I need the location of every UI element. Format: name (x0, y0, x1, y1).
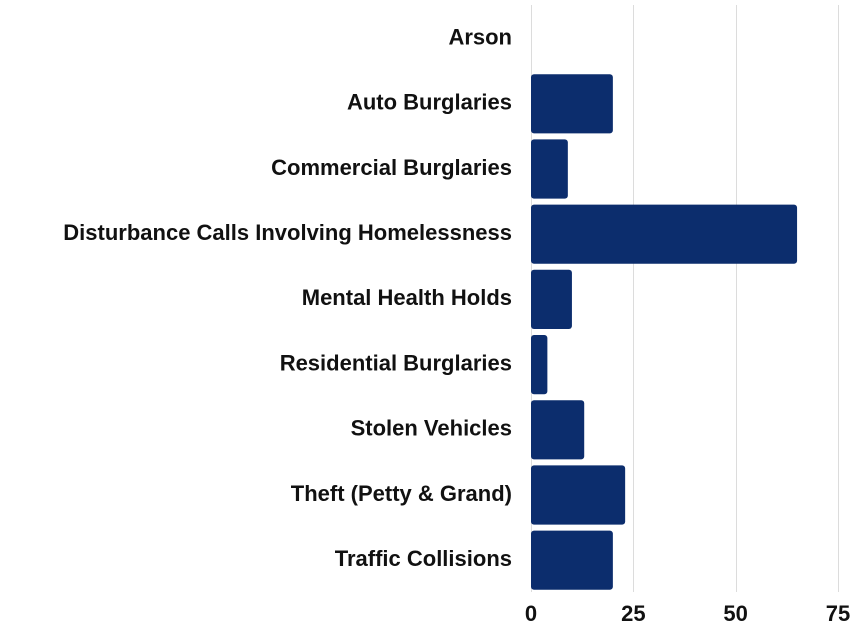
category-label-commercial-burglaries: Commercial Burglaries (271, 155, 512, 180)
bar-stolen-vehicles (531, 400, 585, 460)
category-label-auto-burglaries: Auto Burglaries (347, 90, 512, 115)
bar-commercial-burglaries (531, 139, 568, 199)
category-label-mental-health-holds: Mental Health Holds (302, 285, 512, 310)
bar-residential-burglaries (531, 335, 548, 395)
category-label-disturbance-calls-involving-homelessness: Disturbance Calls Involving Homelessness (63, 220, 512, 245)
category-label-stolen-vehicles: Stolen Vehicles (351, 416, 512, 441)
x-tick-label-50: 50 (723, 601, 747, 626)
category-label-theft-petty-grand: Theft (Petty & Grand) (291, 481, 512, 506)
category-label-traffic-collisions: Traffic Collisions (335, 546, 512, 571)
category-labels: Arson Auto Burglaries Commercial Burglarie… (63, 24, 512, 571)
bar-mental-health-holds (531, 269, 572, 329)
x-axis-ticks: 0 25 50 75 (525, 601, 850, 626)
x-tick-label-0: 0 (525, 601, 537, 626)
x-tick-label-75: 75 (826, 601, 850, 626)
bar-auto-burglaries (531, 74, 613, 134)
bar-theft-petty-grand (531, 465, 626, 525)
category-label-arson: Arson (448, 24, 512, 49)
x-tick-label-25: 25 (621, 601, 645, 626)
bars (531, 74, 798, 590)
bar-disturbance-calls-involving-homelessness (531, 204, 798, 264)
category-label-residential-burglaries: Residential Burglaries (280, 350, 512, 375)
bar-traffic-collisions (531, 530, 613, 590)
